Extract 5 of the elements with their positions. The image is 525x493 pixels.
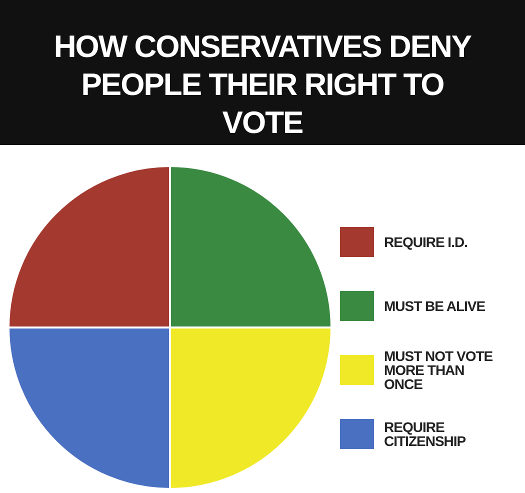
chart-title: HOW CONSERVATIVES DENY PEOPLE THEIR RIGHT TO VOTE <box>0 0 525 145</box>
legend-label: MUST NOT VOTE MORE THAN ONCE <box>384 348 494 392</box>
legend-label: REQUIRE CITIZENSHIP <box>384 419 467 449</box>
legend-label: MUST BE ALIVE <box>384 298 486 314</box>
legend-label: REQUIRE I.D. <box>384 234 468 250</box>
